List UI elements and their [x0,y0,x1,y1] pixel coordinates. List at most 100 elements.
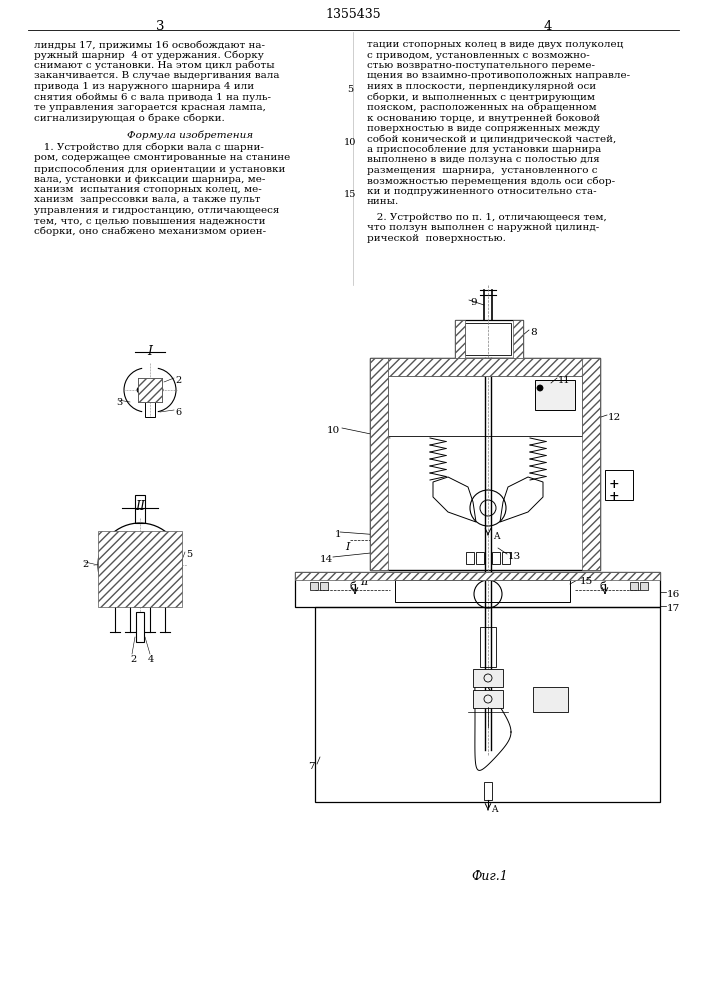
Text: 11: 11 [558,376,571,385]
Text: 4: 4 [148,655,154,664]
Text: размещения  шарнира,  установленного с: размещения шарнира, установленного с [367,166,597,175]
Text: с приводом, установленных с возможно-: с приводом, установленных с возможно- [367,50,590,60]
Bar [370,358,600,570]
Text: нины.: нины. [367,198,399,207]
Bar [388,376,582,436]
Text: щения во взаимно-противоположных направле-: щения во взаимно-противоположных направл… [367,72,630,81]
Bar [295,572,660,607]
Text: +: + [609,478,619,491]
Text: к основанию торце, и внутренней боковой: к основанию торце, и внутренней боковой [367,113,600,123]
Bar [473,690,503,708]
Text: 4: 4 [544,20,552,33]
Text: вала, установки и фиксации шарнира, ме-: вала, установки и фиксации шарнира, ме- [34,174,265,184]
Text: собой конической и цилиндрической частей,: собой конической и цилиндрической частей… [367,134,617,144]
Bar [484,782,492,800]
Bar [466,552,474,564]
Circle shape [132,557,148,573]
Circle shape [117,561,125,569]
Bar [492,552,500,564]
Bar [455,320,465,358]
Text: рической  поверхностью.: рической поверхностью. [367,234,506,243]
Text: 5: 5 [186,550,192,559]
Text: б: б [600,582,607,592]
Text: а приспособление для установки шарнира: а приспособление для установки шарнира [367,145,601,154]
Bar [630,582,638,590]
Text: ханизм  запрессовки вала, а также пульт: ханизм запрессовки вала, а также пульт [34,196,260,205]
Circle shape [136,580,144,588]
Text: б: б [350,582,357,592]
Bar [145,402,155,417]
Text: сборки, и выполненных с центрирующим: сборки, и выполненных с центрирующим [367,93,595,102]
Circle shape [537,385,543,391]
Text: возможностью перемещения вдоль оси сбор-: возможностью перемещения вдоль оси сбор- [367,176,615,186]
Text: 10: 10 [344,138,356,147]
Text: ниях в плоскости, перпендикулярной оси: ниях в плоскости, перпендикулярной оси [367,82,596,91]
Bar [315,607,660,802]
Text: +: + [609,490,619,503]
Bar [455,320,523,358]
Text: что ползун выполнен с наружной цилинд-: что ползун выполнен с наружной цилинд- [367,224,600,232]
Bar [395,580,570,602]
Text: Фиг.1: Фиг.1 [472,870,508,883]
Text: выполнено в виде ползуна с полостью для: выполнено в виде ползуна с полостью для [367,155,600,164]
Text: сборки, оно снабжено механизмом ориен-: сборки, оно снабжено механизмом ориен- [34,227,266,236]
Text: 2: 2 [130,655,136,664]
Bar [605,470,633,500]
Bar [513,320,523,358]
Text: 1: 1 [335,530,341,539]
Circle shape [155,561,163,569]
Bar [295,572,660,580]
Text: 16: 16 [667,590,680,599]
Text: снимают с установки. На этом цикл работы: снимают с установки. На этом цикл работы [34,61,274,70]
Circle shape [145,385,155,395]
Text: 2: 2 [175,376,181,385]
Text: 12: 12 [608,413,621,422]
Text: 17: 17 [667,604,680,613]
Circle shape [136,542,144,550]
Text: снятия обоймы 6 с вала привода 1 на пуль-: снятия обоймы 6 с вала привода 1 на пуль… [34,93,271,102]
Bar [310,582,318,590]
Text: Формула изобретения: Формула изобретения [127,130,253,139]
Text: 3: 3 [116,398,122,407]
Bar [502,552,510,564]
Text: 1. Устройство для сборки вала с шарни-: 1. Устройство для сборки вала с шарни- [34,143,264,152]
Text: 13: 13 [508,552,521,561]
Text: II: II [360,577,369,587]
Bar [473,669,503,687]
Text: 3: 3 [156,20,164,33]
Text: 1355435: 1355435 [325,8,381,21]
Bar [582,358,600,570]
Bar [320,582,328,590]
Bar [138,378,162,402]
Text: поверхностью в виде сопряженных между: поверхностью в виде сопряженных между [367,124,600,133]
Bar [640,582,648,590]
Text: ханизм  испытания стопорных колец, ме-: ханизм испытания стопорных колец, ме- [34,185,262,194]
Text: линдры 17, прижимы 16 освобождают на-: линдры 17, прижимы 16 освобождают на- [34,40,265,49]
Text: A: A [493,532,500,541]
Circle shape [137,387,143,393]
Text: 14: 14 [320,555,333,564]
Text: сигнализирующая о браке сборки.: сигнализирующая о браке сборки. [34,113,225,123]
Text: 8: 8 [530,328,537,337]
Text: ружный шарнир  4 от удержания. Сборку: ружный шарнир 4 от удержания. Сборку [34,50,264,60]
Text: 2. Устройство по п. 1, отличающееся тем,: 2. Устройство по п. 1, отличающееся тем, [367,213,607,222]
Text: A: A [491,805,498,814]
Text: 2: 2 [82,560,88,569]
Bar [138,378,162,402]
Bar [476,552,484,564]
Bar [98,531,182,607]
Text: I: I [345,542,349,552]
Bar [136,612,144,642]
Bar [388,358,582,376]
Text: тации стопорных колец в виде двух полуколец: тации стопорных колец в виде двух полуко… [367,40,624,49]
Bar [533,687,568,712]
Bar [480,627,496,667]
Text: 7: 7 [308,762,315,771]
Text: привода 1 из наружного шарнира 4 или: привода 1 из наружного шарнира 4 или [34,82,254,91]
Text: ки и подпружиненного относительно ста-: ки и подпружиненного относительно ста- [367,187,597,196]
Text: те управления загорается красная лампа,: те управления загорается красная лампа, [34,103,266,112]
Circle shape [157,387,163,393]
Text: 15: 15 [580,577,593,586]
Text: заканчивается. В случае выдергивания вала: заканчивается. В случае выдергивания вал… [34,72,279,81]
Text: стью возвратно-поступательного переме-: стью возвратно-поступательного переме- [367,61,595,70]
